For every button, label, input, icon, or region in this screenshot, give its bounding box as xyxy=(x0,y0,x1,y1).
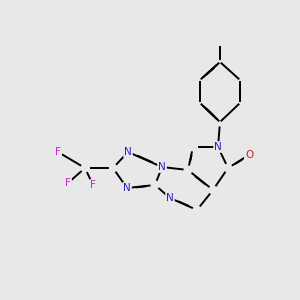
Text: N: N xyxy=(124,147,132,157)
Text: N: N xyxy=(158,162,166,172)
Text: F: F xyxy=(55,147,61,157)
Text: F: F xyxy=(90,180,96,190)
Text: N: N xyxy=(123,183,131,193)
Text: O: O xyxy=(245,150,253,160)
Text: N: N xyxy=(166,193,174,203)
Text: F: F xyxy=(65,178,71,188)
Text: N: N xyxy=(214,142,222,152)
